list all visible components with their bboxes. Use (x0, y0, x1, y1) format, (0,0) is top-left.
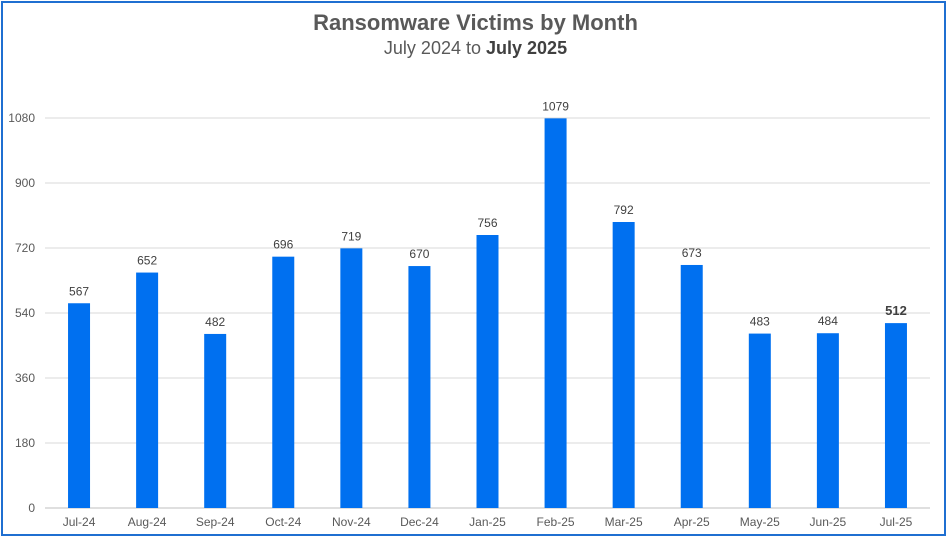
bar (748, 333, 771, 508)
data-label: 1079 (542, 99, 569, 113)
bar (476, 235, 499, 508)
y-tick-label: 900 (15, 176, 35, 190)
x-tick-label: May-25 (740, 515, 780, 529)
x-tick-label: Aug-24 (128, 515, 167, 529)
data-label: 483 (750, 315, 770, 329)
x-tick-label: Dec-24 (400, 515, 439, 529)
bar (204, 333, 227, 508)
data-label: 484 (818, 314, 838, 328)
y-tick-label: 360 (15, 371, 35, 385)
x-tick-label: Jan-25 (469, 515, 506, 529)
bar (340, 248, 363, 508)
y-tick-label: 180 (15, 436, 35, 450)
data-label: 512 (885, 303, 907, 318)
bar (272, 256, 295, 508)
data-label: 719 (341, 229, 361, 243)
x-tick-label: Jun-25 (810, 515, 847, 529)
data-label: 696 (273, 238, 293, 252)
x-tick-label: Feb-25 (537, 515, 575, 529)
data-label: 652 (137, 254, 157, 268)
data-label: 792 (614, 203, 634, 217)
x-tick-label: Mar-25 (605, 515, 643, 529)
subtitle-bold: July 2025 (486, 38, 568, 58)
data-label: 670 (409, 247, 429, 261)
bar (68, 303, 91, 508)
x-tick-label: Jul-25 (880, 515, 913, 529)
y-tick-label: 720 (15, 241, 35, 255)
chart-subtitle: July 2024 to July 2025 (0, 38, 951, 59)
x-tick-label: Apr-25 (674, 515, 710, 529)
y-tick-label: 540 (15, 306, 35, 320)
bar (680, 264, 703, 508)
chart-title: Ransomware Victims by Month (313, 10, 638, 35)
data-label: 482 (205, 315, 225, 329)
x-tick-label: Oct-24 (265, 515, 301, 529)
data-label: 673 (682, 246, 702, 260)
bar (408, 266, 431, 508)
data-label: 567 (69, 284, 89, 298)
x-tick-label: Nov-24 (332, 515, 371, 529)
data-label: 756 (477, 216, 497, 230)
x-tick-label: Jul-24 (63, 515, 96, 529)
bar (612, 222, 635, 508)
x-tick-label: Sep-24 (196, 515, 235, 529)
bar (544, 118, 567, 508)
y-tick-label: 1080 (8, 111, 35, 125)
bar (816, 333, 839, 508)
bar (136, 272, 159, 508)
y-tick-label: 0 (28, 501, 35, 515)
bar (884, 323, 907, 508)
subtitle-prefix: July 2024 to (383, 38, 481, 58)
